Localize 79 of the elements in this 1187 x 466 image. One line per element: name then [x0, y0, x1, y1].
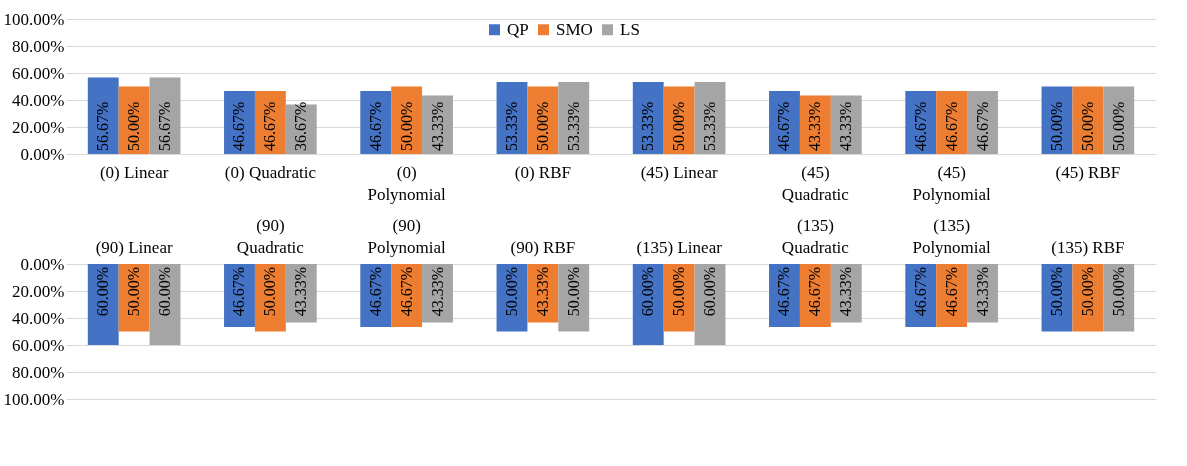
data-label: 60.00% — [701, 267, 719, 317]
x-tick-label: (135) Linear — [636, 237, 723, 257]
data-label: 50.00% — [1047, 267, 1065, 317]
y-tick-label: 20.00% — [12, 117, 65, 137]
data-label: 60.00% — [94, 267, 112, 317]
y-tick-label: 40.00% — [12, 90, 65, 110]
data-label: 43.33% — [292, 267, 310, 317]
data-label: 46.67% — [775, 267, 793, 317]
data-label: 50.00% — [397, 101, 415, 151]
data-label: 46.67% — [366, 101, 384, 151]
x-tick-label: (135) Quadratic — [781, 215, 850, 257]
data-label: 46.67% — [806, 267, 824, 317]
y-tick-label: 0.00% — [20, 254, 65, 274]
data-label: 43.33% — [428, 101, 446, 151]
data-label: 50.00% — [670, 267, 688, 317]
data-label: 50.00% — [125, 101, 143, 151]
data-label: 46.67% — [911, 267, 929, 317]
data-label: 50.00% — [125, 267, 143, 317]
data-label: 56.67% — [156, 101, 174, 151]
x-tick-label: (90) RBF — [510, 237, 576, 257]
data-label: 46.67% — [261, 101, 279, 151]
y-tick-label: 60.00% — [12, 335, 65, 355]
legend-label: LS — [620, 19, 640, 39]
x-tick-label: (45) RBF — [1055, 162, 1121, 182]
data-label: 46.67% — [973, 101, 991, 151]
data-label: 60.00% — [639, 267, 657, 317]
legend-label: QP — [507, 19, 529, 39]
data-label: 43.33% — [837, 101, 855, 151]
y-tick-label: 80.00% — [12, 362, 65, 382]
data-label: 50.00% — [670, 101, 688, 151]
y-tick-label: 100.00% — [3, 389, 65, 409]
x-tick-label: (135) Polynomial — [912, 215, 992, 257]
data-label: 56.67% — [94, 101, 112, 151]
data-label: 43.33% — [973, 267, 991, 317]
y-tick-label: 40.00% — [12, 308, 65, 328]
y-tick-label: 100.00% — [3, 9, 65, 29]
data-label: 50.00% — [1047, 101, 1065, 151]
data-label: 50.00% — [502, 267, 520, 317]
x-tick-label: (0) RBF — [514, 162, 571, 182]
data-label: 46.67% — [397, 267, 415, 317]
x-tick-label: (0) Linear — [99, 162, 169, 182]
data-label: 53.33% — [502, 101, 520, 151]
data-label: 43.33% — [428, 267, 446, 317]
x-tick-label: (45) Quadratic — [781, 162, 850, 204]
data-label: 46.67% — [911, 101, 929, 151]
y-tick-label: 60.00% — [12, 63, 65, 83]
data-label: 53.33% — [564, 101, 582, 151]
x-tick-label: (45) Linear — [640, 162, 718, 182]
x-tick-label: (90) Linear — [95, 237, 173, 257]
data-label: 50.00% — [1078, 267, 1096, 317]
x-tick-label: (90) Quadratic — [236, 215, 305, 257]
data-label: 46.67% — [230, 267, 248, 317]
x-tick-label: (0) Quadratic — [224, 162, 317, 182]
x-tick-label: (0) Polynomial — [367, 162, 447, 204]
data-label: 46.67% — [775, 101, 793, 151]
x-tick-label: (90) Polynomial — [367, 215, 447, 257]
y-tick-label: 80.00% — [12, 36, 65, 56]
data-label: 50.00% — [564, 267, 582, 317]
data-label: 60.00% — [156, 267, 174, 317]
legend-label: SMO — [556, 19, 593, 39]
data-label: 46.67% — [942, 267, 960, 317]
data-label: 50.00% — [1109, 101, 1127, 151]
data-label: 53.33% — [639, 101, 657, 151]
data-label: 36.67% — [292, 101, 310, 151]
data-label: 43.33% — [837, 267, 855, 317]
data-label: 43.33% — [806, 101, 824, 151]
data-label: 50.00% — [1078, 101, 1096, 151]
y-tick-label: 0.00% — [20, 144, 65, 164]
x-tick-label: (45) Polynomial — [912, 162, 992, 204]
data-label: 50.00% — [533, 101, 551, 151]
data-label: 46.67% — [942, 101, 960, 151]
x-tick-label: (135) RBF — [1051, 237, 1125, 257]
data-label: 43.33% — [533, 267, 551, 317]
data-label: 50.00% — [1109, 267, 1127, 317]
y-tick-label: 20.00% — [12, 281, 65, 301]
data-label: 53.33% — [701, 101, 719, 151]
data-label: 50.00% — [261, 267, 279, 317]
data-label: 46.67% — [230, 101, 248, 151]
data-label: 46.67% — [366, 267, 384, 317]
